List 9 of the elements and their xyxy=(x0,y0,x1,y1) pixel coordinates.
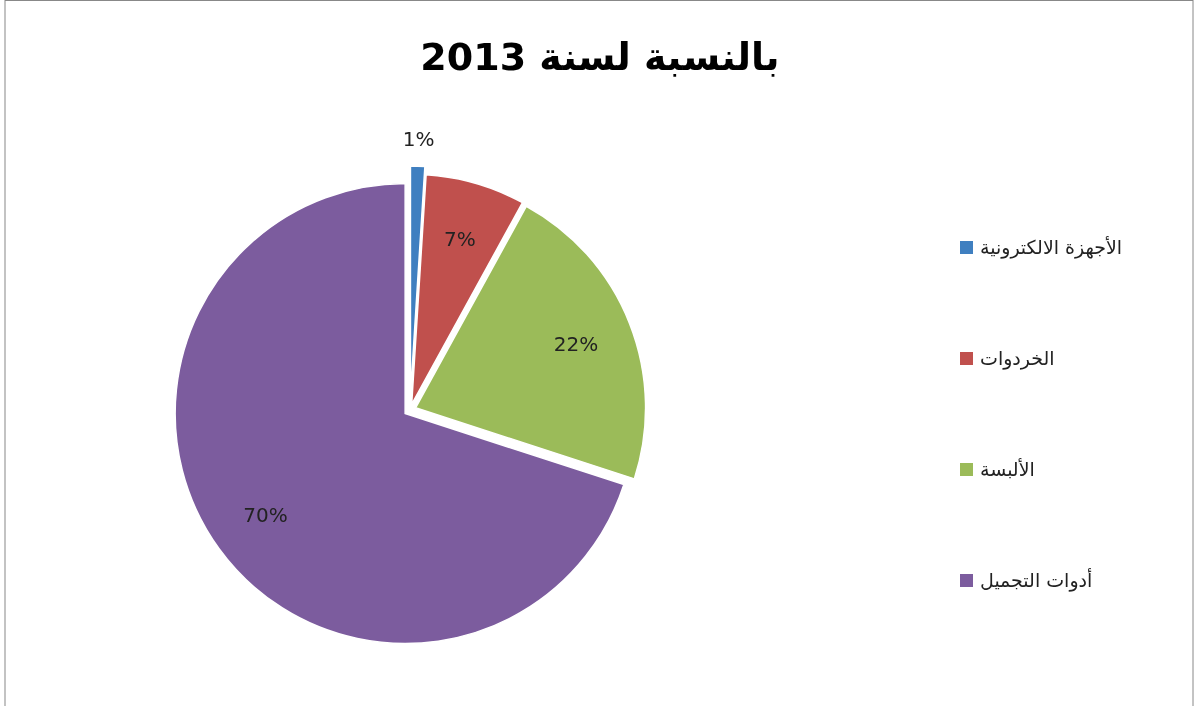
data-label: 7% xyxy=(443,226,476,251)
legend-label: الألبسة xyxy=(980,458,1035,480)
data-label: 70% xyxy=(243,502,288,527)
data-label: 1% xyxy=(402,126,435,151)
data-label: 22% xyxy=(553,332,599,357)
legend-label: الأجهزة الالكترونية xyxy=(980,236,1123,259)
chart-title: بالنسبة لسنة 2013 xyxy=(420,35,780,79)
legend-label: أدوات التجميل xyxy=(980,568,1093,592)
legend-label: الخردوات xyxy=(980,347,1055,370)
